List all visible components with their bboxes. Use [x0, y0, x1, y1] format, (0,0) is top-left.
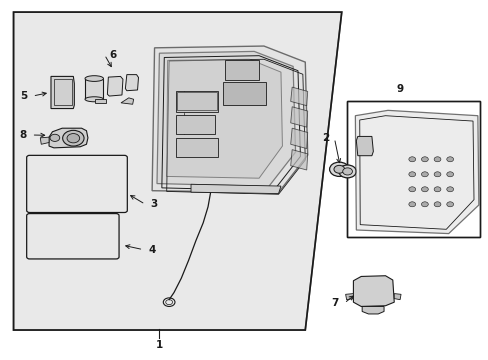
Text: 3: 3: [150, 199, 157, 209]
Circle shape: [433, 187, 440, 192]
Polygon shape: [157, 51, 295, 186]
Polygon shape: [290, 87, 307, 106]
Polygon shape: [152, 46, 307, 193]
Text: 4: 4: [148, 245, 156, 255]
Polygon shape: [121, 98, 133, 104]
Bar: [54, 79, 72, 105]
Text: 1: 1: [156, 341, 163, 350]
Bar: [176, 114, 215, 134]
Circle shape: [329, 162, 348, 176]
Circle shape: [446, 187, 453, 192]
Polygon shape: [40, 137, 49, 144]
Polygon shape: [355, 111, 478, 234]
Polygon shape: [362, 306, 383, 314]
Bar: [176, 91, 217, 112]
Circle shape: [342, 168, 352, 175]
Bar: [346, 102, 479, 237]
Bar: [224, 60, 259, 80]
Circle shape: [421, 157, 427, 162]
Circle shape: [408, 187, 415, 192]
Circle shape: [433, 157, 440, 162]
Bar: [95, 99, 106, 103]
Circle shape: [421, 187, 427, 192]
Circle shape: [408, 157, 415, 162]
Polygon shape: [107, 76, 122, 96]
Bar: [85, 78, 103, 99]
Polygon shape: [290, 107, 307, 127]
Polygon shape: [125, 75, 138, 91]
Circle shape: [433, 202, 440, 207]
Circle shape: [62, 130, 84, 146]
Circle shape: [421, 202, 427, 207]
FancyBboxPatch shape: [27, 156, 127, 212]
Polygon shape: [353, 276, 393, 306]
Circle shape: [446, 172, 453, 177]
Ellipse shape: [85, 76, 103, 81]
Text: 5: 5: [20, 91, 27, 101]
Bar: [176, 138, 217, 157]
Polygon shape: [393, 294, 400, 300]
Polygon shape: [51, 76, 74, 109]
Text: 6: 6: [109, 50, 117, 60]
Circle shape: [433, 172, 440, 177]
Text: 9: 9: [396, 84, 403, 94]
Polygon shape: [191, 184, 281, 194]
Polygon shape: [345, 294, 353, 300]
Polygon shape: [49, 128, 88, 148]
Circle shape: [333, 165, 344, 173]
Text: 8: 8: [19, 130, 26, 140]
Bar: [177, 93, 216, 111]
Bar: [346, 102, 479, 237]
Circle shape: [408, 202, 415, 207]
Polygon shape: [166, 59, 282, 178]
Text: 7: 7: [331, 298, 338, 308]
Circle shape: [421, 172, 427, 177]
Circle shape: [338, 165, 356, 178]
Circle shape: [408, 172, 415, 177]
Circle shape: [50, 134, 60, 141]
Circle shape: [446, 157, 453, 162]
Polygon shape: [290, 128, 307, 149]
Polygon shape: [290, 150, 307, 170]
Text: 2: 2: [322, 133, 328, 143]
Polygon shape: [14, 12, 341, 330]
Ellipse shape: [85, 97, 103, 102]
Bar: [222, 82, 266, 105]
FancyBboxPatch shape: [27, 213, 119, 259]
Polygon shape: [356, 136, 372, 156]
Circle shape: [67, 134, 80, 143]
Circle shape: [446, 202, 453, 207]
